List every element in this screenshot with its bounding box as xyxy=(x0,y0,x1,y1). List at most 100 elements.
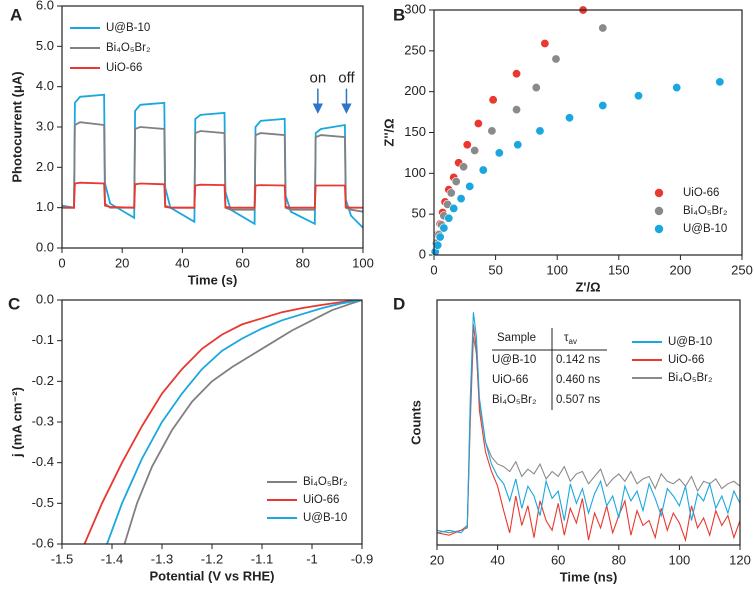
y-axis-label: j (mA cm⁻²) xyxy=(9,387,24,458)
plot-frame xyxy=(61,5,364,249)
x-tick-label: 40 xyxy=(175,255,189,270)
legend-swatch xyxy=(654,188,664,198)
point xyxy=(473,119,483,129)
point xyxy=(470,145,480,155)
point xyxy=(487,126,497,136)
point xyxy=(459,162,469,172)
x-tick-label: 60 xyxy=(551,552,565,567)
y-tick-label: 2.0 xyxy=(36,159,54,174)
point xyxy=(531,83,541,93)
point xyxy=(512,69,522,79)
inset-table: Sample τav U@B-10 0.142 ns UiO-66 0.460 ns Bi₄… xyxy=(492,328,607,410)
point xyxy=(462,140,472,150)
x-tick-label: 100 xyxy=(352,255,374,270)
y-axis-label: Z''/Ω xyxy=(381,118,396,146)
point xyxy=(565,113,575,123)
x-tick-label: 40 xyxy=(490,552,504,567)
y-tick-label: 5.0 xyxy=(36,38,54,53)
y-tick-label: 100 xyxy=(404,165,426,180)
x-tick-label: -1.1 xyxy=(251,551,273,566)
series-line xyxy=(437,312,740,534)
point xyxy=(488,95,498,105)
series-line xyxy=(437,336,740,534)
x-tick-label: 60 xyxy=(235,255,249,270)
y-axis-label: Counts xyxy=(408,400,423,445)
tau-subscript: av xyxy=(569,337,577,346)
series-line xyxy=(106,300,362,544)
point xyxy=(449,203,459,213)
point xyxy=(634,91,644,101)
legend-label: UiO-66 xyxy=(668,354,704,366)
legend-label: Bi₄O₅Br₂ xyxy=(303,476,347,488)
plot-frame xyxy=(436,299,741,546)
x-axis-label: Time (s) xyxy=(188,272,238,287)
y-tick-label: 0.0 xyxy=(36,291,54,306)
point xyxy=(478,165,488,175)
table-cell: Bi₄O₅Br₂ xyxy=(492,394,536,406)
panel-label: C xyxy=(8,294,20,313)
series-line xyxy=(123,300,362,544)
legend-label: UiO-66 xyxy=(106,62,142,74)
point xyxy=(451,177,461,187)
series-line xyxy=(62,121,363,213)
x-tick-label: -1.5 xyxy=(51,551,73,566)
legend-swatch xyxy=(654,224,664,234)
table-header: τav xyxy=(564,332,577,346)
x-tick-label: 120 xyxy=(729,552,751,567)
x-tick-label: 50 xyxy=(488,262,502,277)
point xyxy=(443,199,453,209)
y-tick-label: 0.0 xyxy=(36,239,54,254)
y-tick-label: 3.0 xyxy=(36,118,54,133)
point xyxy=(433,240,443,250)
series-line xyxy=(62,93,363,229)
x-tick-label: -1.2 xyxy=(201,551,223,566)
x-tick-label: -1 xyxy=(306,551,318,566)
point xyxy=(446,188,456,198)
y-tick-label: -0.2 xyxy=(32,373,54,388)
legend-label: Bi₄O₅Br₂ xyxy=(106,42,150,54)
y-tick-label: 250 xyxy=(404,42,426,57)
point xyxy=(439,223,449,233)
panel-label: B xyxy=(393,5,405,24)
table-cell: 0.507 ns xyxy=(556,394,600,406)
y-tick-label: -0.6 xyxy=(32,535,54,550)
table-cell: U@B-10 xyxy=(492,354,536,366)
point xyxy=(512,105,522,115)
plot-frame xyxy=(61,299,363,545)
table-cell: 0.142 ns xyxy=(556,354,600,366)
x-tick-label: 20 xyxy=(115,255,129,270)
point xyxy=(435,232,445,242)
x-tick-label: 80 xyxy=(296,255,310,270)
x-tick-label: 100 xyxy=(546,262,568,277)
y-tick-label: -0.4 xyxy=(32,454,54,469)
x-tick-label: 0 xyxy=(58,255,65,270)
point xyxy=(535,126,545,136)
series-line xyxy=(437,324,740,543)
x-tick-label: -1.3 xyxy=(151,551,173,566)
y-tick-label: -0.3 xyxy=(32,413,54,428)
plot-frame xyxy=(433,9,743,256)
x-tick-label: 100 xyxy=(669,552,691,567)
panel: B 0 50 100 150 200 250 0 50 100 150 200 250 300 Z'/Ω Z'… xyxy=(381,1,752,294)
y-tick-label: 4.0 xyxy=(36,78,54,93)
panel-label: A xyxy=(10,5,22,24)
point xyxy=(715,77,725,87)
y-axis-label: Photocurrent (μA) xyxy=(9,71,24,182)
y-tick-label: 300 xyxy=(404,1,426,16)
point xyxy=(465,181,475,191)
y-tick-label: 0 xyxy=(419,246,426,261)
x-tick-label: -1.4 xyxy=(101,551,123,566)
legend-label: U@B-10 xyxy=(106,22,150,34)
annotation: off xyxy=(338,70,355,87)
table-header: Sample xyxy=(497,332,536,344)
legend-swatch xyxy=(654,206,664,216)
annotation: on xyxy=(310,70,327,87)
x-tick-label: 200 xyxy=(670,262,692,277)
y-tick-label: 1.0 xyxy=(36,199,54,214)
table-cell: 0.460 ns xyxy=(556,374,600,386)
point xyxy=(456,194,466,204)
series-line xyxy=(83,300,362,544)
x-axis-label: Z'/Ω xyxy=(575,279,600,294)
x-tick-label: 20 xyxy=(430,552,444,567)
legend-label: UiO-66 xyxy=(303,494,339,506)
